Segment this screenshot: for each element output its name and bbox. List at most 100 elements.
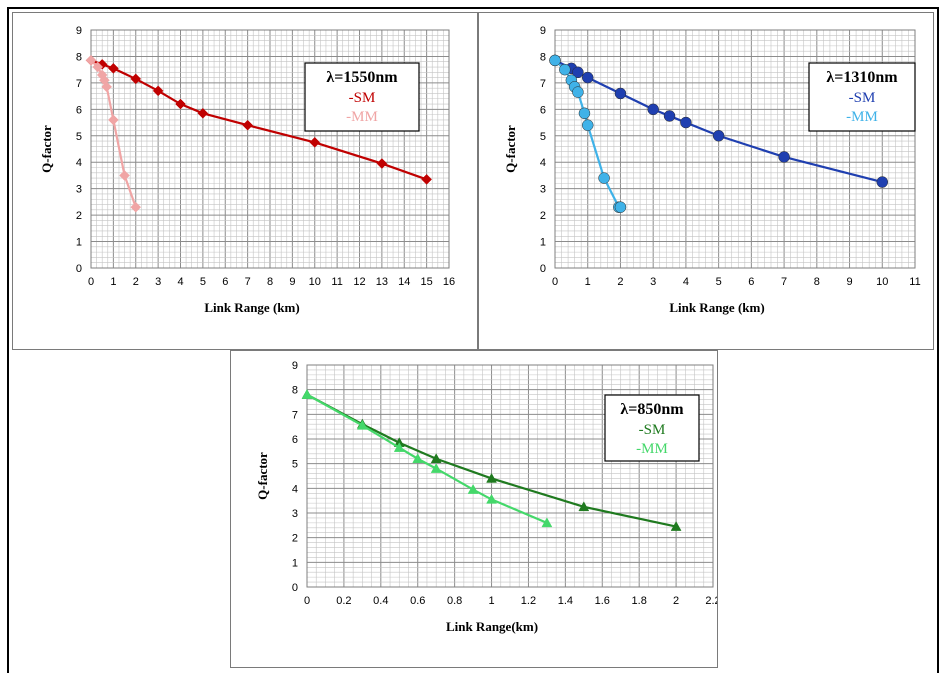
data-point <box>242 119 253 131</box>
y-tick-label: 5 <box>292 459 298 471</box>
data-point <box>581 71 594 84</box>
y-tick-label: 1 <box>76 237 82 249</box>
data-point <box>467 484 479 494</box>
data-point <box>486 472 497 483</box>
x-tick-label: 11 <box>909 276 920 288</box>
data-point <box>578 107 591 120</box>
x-tick-label: 0 <box>304 595 310 607</box>
legend-item: -MM <box>846 109 878 125</box>
plot-border <box>90 29 450 269</box>
data-point <box>712 130 725 142</box>
data-point <box>430 463 442 473</box>
data-point <box>108 114 119 126</box>
x-axis-title: Link Range(km) <box>446 619 538 634</box>
plot-border <box>554 29 916 269</box>
legend-item: -SM <box>349 90 376 106</box>
data-point <box>778 151 790 163</box>
data-point <box>430 453 442 463</box>
x-tick-label: 7 <box>781 276 787 288</box>
x-tick-label: 13 <box>376 276 388 288</box>
data-point <box>376 158 388 169</box>
data-point <box>130 73 142 85</box>
x-tick-label: 6 <box>222 276 228 288</box>
data-point <box>108 62 119 74</box>
data-point <box>486 493 497 504</box>
y-axis-title: Q-factor <box>503 125 518 173</box>
data-point <box>197 107 209 119</box>
y-tick-label: 9 <box>292 360 298 372</box>
x-tick-label: 1 <box>488 595 494 607</box>
y-tick-label: 9 <box>540 25 546 37</box>
data-point <box>581 119 594 131</box>
legend-item: -SM <box>849 90 876 106</box>
x-tick-label: 3 <box>650 276 656 288</box>
x-tick-label: 9 <box>289 276 295 288</box>
x-tick-label: 0 <box>552 276 558 288</box>
legend-item: -MM <box>636 441 668 457</box>
y-tick-label: 7 <box>76 78 82 90</box>
y-tick-label: 2 <box>76 210 82 222</box>
y-tick-label: 0 <box>76 263 82 275</box>
series-line <box>306 393 548 524</box>
x-tick-label: 2 <box>673 595 679 607</box>
legend: λ=850nm -SM -MM <box>604 394 700 462</box>
data-point <box>598 172 610 184</box>
data-point <box>614 201 627 213</box>
y-tick-label: 3 <box>540 184 546 196</box>
x-tick-label: 1.6 <box>595 595 610 607</box>
y-tick-label: 7 <box>292 409 298 421</box>
y-tick-label: 9 <box>76 25 82 37</box>
y-tick-label: 4 <box>76 157 82 169</box>
x-axis-title: Link Range (km) <box>669 300 764 315</box>
x-tick-label: 8 <box>814 276 820 288</box>
x-tick-label: 2 <box>617 276 623 288</box>
legend-box <box>808 62 916 132</box>
data-point <box>412 453 424 463</box>
data-point <box>101 81 113 93</box>
y-tick-label: 1 <box>540 237 546 249</box>
series-mm <box>301 389 553 528</box>
data-point <box>876 176 889 188</box>
data-point <box>175 98 186 110</box>
x-tick-label: 4 <box>683 276 689 288</box>
legend: λ=1310nm -SM -MM <box>808 62 916 132</box>
y-tick-label: 6 <box>76 104 82 116</box>
data-point <box>421 174 432 185</box>
data-point <box>670 521 682 531</box>
x-tick-label: 1.8 <box>632 595 647 607</box>
data-point <box>541 517 553 528</box>
x-tick-label: 1.2 <box>521 595 536 607</box>
data-point <box>572 66 584 79</box>
x-tick-label: 5 <box>200 276 206 288</box>
data-point <box>578 501 590 512</box>
chart-panel-1310: 0 1 2 3 4 5 6 7 8 9 10 11 0 1 2 3 4 5 6 7 8 9 Link Range (km) Q… <box>478 12 934 350</box>
y-tick-label: 8 <box>540 51 546 63</box>
x-tick-label: 2.2 <box>705 595 717 607</box>
x-tick-label: 11 <box>331 276 342 288</box>
data-point <box>356 419 368 430</box>
x-tick-label: 1 <box>110 276 116 288</box>
data-point <box>559 63 571 76</box>
x-tick-label: 10 <box>876 276 888 288</box>
y-tick-label: 5 <box>540 131 546 143</box>
legend-item: -MM <box>346 109 378 125</box>
data-point <box>680 116 692 129</box>
x-tick-label: 0.4 <box>373 595 388 607</box>
chart-850nm: 0 0.2 0.4 0.6 0.8 1 1.2 1.4 1.6 1.8 2 2.2 0 1 2 3 4 5 6 7 8 9… <box>255 360 717 634</box>
y-tick-label: 3 <box>292 508 298 520</box>
x-tick-label: 1.4 <box>558 595 573 607</box>
legend-title: λ=1550nm <box>326 69 398 86</box>
y-tick-label: 7 <box>540 78 546 90</box>
x-tick-label: 0.2 <box>336 595 351 607</box>
chart-1310nm: 0 1 2 3 4 5 6 7 8 9 10 11 0 1 2 3 4 5 6 7 8 9 Link Range (km) Q… <box>503 25 921 315</box>
x-tick-label: 0.8 <box>447 595 462 607</box>
y-tick-label: 8 <box>76 51 82 63</box>
x-tick-label: 14 <box>398 276 410 288</box>
data-point <box>119 170 130 181</box>
y-tick-label: 2 <box>540 210 546 222</box>
y-axis-title: Q-factor <box>39 125 54 173</box>
chart-panel-850: 0 0.2 0.4 0.6 0.8 1 1.2 1.4 1.6 1.8 2 2.2 0 1 2 3 4 5 6 7 8 9… <box>230 350 718 668</box>
y-tick-label: 4 <box>540 157 546 169</box>
series-mm <box>549 54 627 213</box>
